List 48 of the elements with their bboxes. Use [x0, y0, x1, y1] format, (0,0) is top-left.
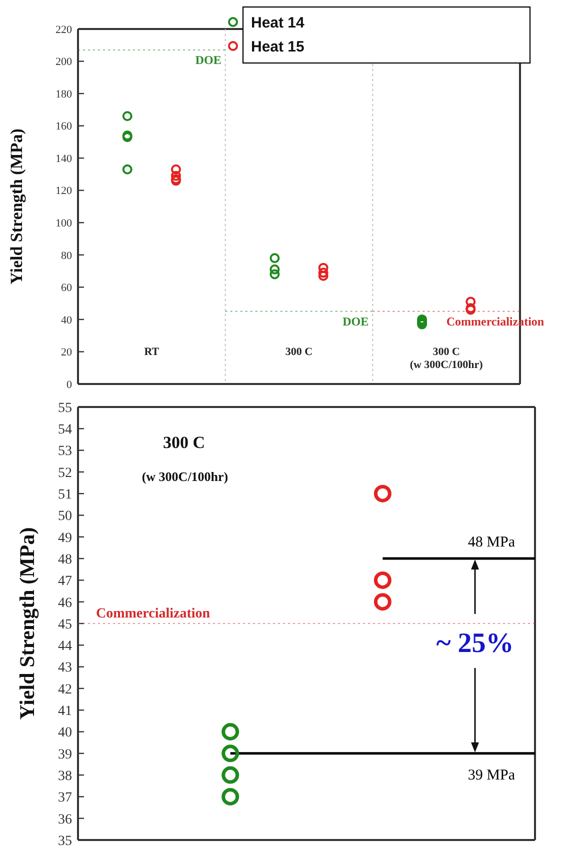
y-tick-label: 53	[58, 444, 72, 460]
y-tick-label: 51	[58, 488, 72, 502]
y-tick-label: 54	[58, 422, 72, 438]
y-tick-label: 46	[58, 596, 72, 611]
annotation: ~ 25%	[436, 628, 514, 659]
ref-line-label: 39 MPa	[468, 767, 516, 784]
y-axis-title: Yield Strength (MPa)	[15, 527, 39, 720]
y-tick-label: 80	[61, 250, 72, 262]
ref-line-label: Commercialization	[96, 606, 210, 622]
y-tick-label: 37	[58, 790, 72, 806]
ref-line-label: DOE	[342, 314, 369, 328]
y-tick-label: 36	[58, 812, 72, 828]
y-tick-label: 52	[58, 466, 72, 481]
y-tick-label: 38	[58, 768, 72, 784]
y-tick-label: 41	[58, 704, 72, 719]
y-axis-title: Yield Strength (MPa)	[7, 128, 26, 284]
legend-label: Heat 15	[251, 38, 304, 56]
y-tick-label: 43	[58, 660, 72, 676]
y-tick-label: 48	[58, 552, 72, 568]
text: (w 300C/100hr)	[142, 469, 228, 484]
y-tick-label: 100	[56, 217, 72, 230]
y-tick-label: 220	[56, 24, 72, 36]
y-tick-label: 35	[58, 834, 72, 849]
y-tick-label: 39	[58, 747, 72, 762]
y-tick-label: 200	[56, 56, 72, 68]
y-tick-label: 40	[58, 726, 72, 741]
y-tick-label: 20	[61, 346, 72, 359]
y-tick-label: 180	[56, 88, 72, 100]
y-tick-label: 47	[58, 574, 72, 590]
legend-label: Heat 14	[251, 14, 306, 32]
y-tick-label: 45	[58, 617, 72, 632]
y-tick-label: 60	[61, 282, 72, 294]
ref-line-label: 48 MPa	[468, 534, 516, 551]
y-tick-label: 44	[58, 639, 72, 654]
y-tick-label: 42	[58, 682, 72, 698]
y-tick-label: 55	[58, 400, 72, 416]
y-tick-label: 0	[66, 378, 72, 391]
text: 300 C	[162, 433, 206, 452]
y-tick-label: 40	[61, 314, 72, 326]
x-tick-label: 300 C	[285, 346, 313, 358]
y-tick-label: 120	[56, 185, 72, 198]
x-tick-label: RT	[144, 346, 160, 358]
ref-line-label: DOE	[195, 52, 222, 67]
y-tick-label: 50	[58, 509, 72, 524]
y-tick-label: 49	[58, 530, 72, 546]
y-tick-label: 140	[56, 152, 72, 165]
x-tick-label: 300 C (w 300C/100hr)	[410, 346, 484, 371]
y-tick-label: 160	[56, 120, 72, 133]
